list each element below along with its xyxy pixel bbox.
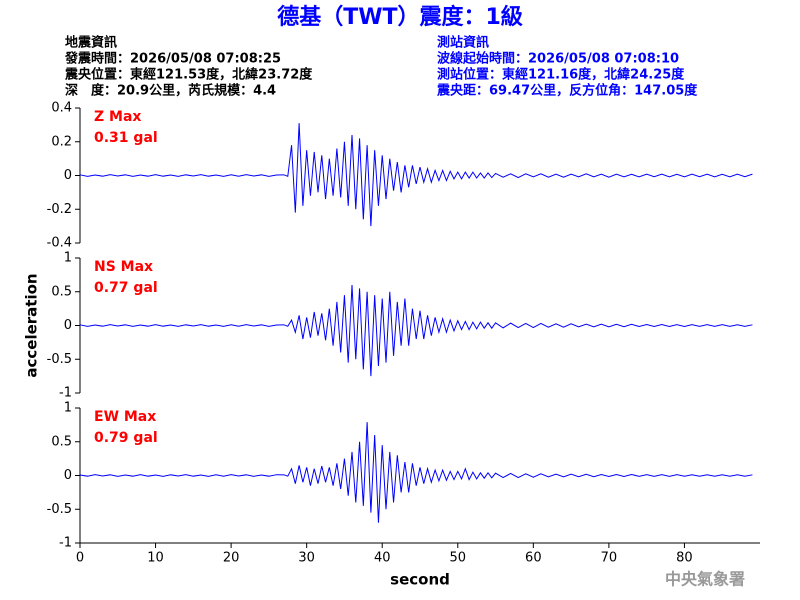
info-left: 地震資訊 [65,35,117,51]
y-tick-label: -0.2 [47,202,72,217]
y-tick-label: 0.4 [51,101,72,116]
x-tick-label: 0 [76,551,84,566]
y-tick-label: -1 [59,386,72,401]
x-tick-label: 40 [374,551,391,566]
x-tick-label: 60 [525,551,542,566]
info-right: 測站位置：東經121.16度，北緯24.25度 [437,67,685,83]
channel-label: EW Max [94,409,156,425]
y-tick-label: -0.5 [47,502,72,517]
y-tick-label: -0.4 [47,236,72,251]
y-tick-label: 0.2 [51,134,72,149]
x-tick-label: 50 [450,551,467,566]
info-right: 測站資訊 [437,35,489,51]
x-tick-label: 80 [676,551,693,566]
y-tick-label: 0.5 [51,284,72,299]
x-tick-label: 20 [223,551,240,566]
info-left: 發震時間：2026/05/08 07:08:25 [64,51,281,67]
waveform [79,123,753,227]
y-tick-label: -1 [59,536,72,551]
peak-label: 0.31 gal [94,130,158,146]
peak-label: 0.77 gal [94,280,158,296]
info-left: 震央位置：東經121.53度，北緯23.72度 [64,67,313,83]
x-axis-label: second [390,571,450,589]
info-left: 深 度：20.9公里，芮氏規模：4.4 [65,83,276,99]
y-axis-label: acceleration [23,273,41,377]
channel-label: NS Max [94,259,153,275]
x-tick-label: 70 [601,551,618,566]
info-right: 波線起始時間：2026/05/08 07:08:10 [437,51,679,67]
y-tick-label: 1 [64,401,72,416]
y-tick-label: 0 [64,168,72,183]
x-tick-label: 30 [298,551,315,566]
info-right: 震央距：69.47公里，反方位角：147.05度 [436,83,698,99]
x-tick-label: 10 [147,551,164,566]
waveform [79,422,753,523]
peak-label: 0.79 gal [94,430,158,446]
waveform [79,284,753,377]
title: 德基（TWT）震度：1級 [277,4,523,30]
channel-label: Z Max [94,109,141,125]
y-tick-label: 0 [64,468,72,483]
y-tick-label: -0.5 [47,352,72,367]
watermark: 中央氣象署 [665,570,745,589]
y-tick-label: 1 [64,251,72,266]
y-tick-label: 0.5 [51,434,72,449]
y-tick-label: 0 [64,318,72,333]
